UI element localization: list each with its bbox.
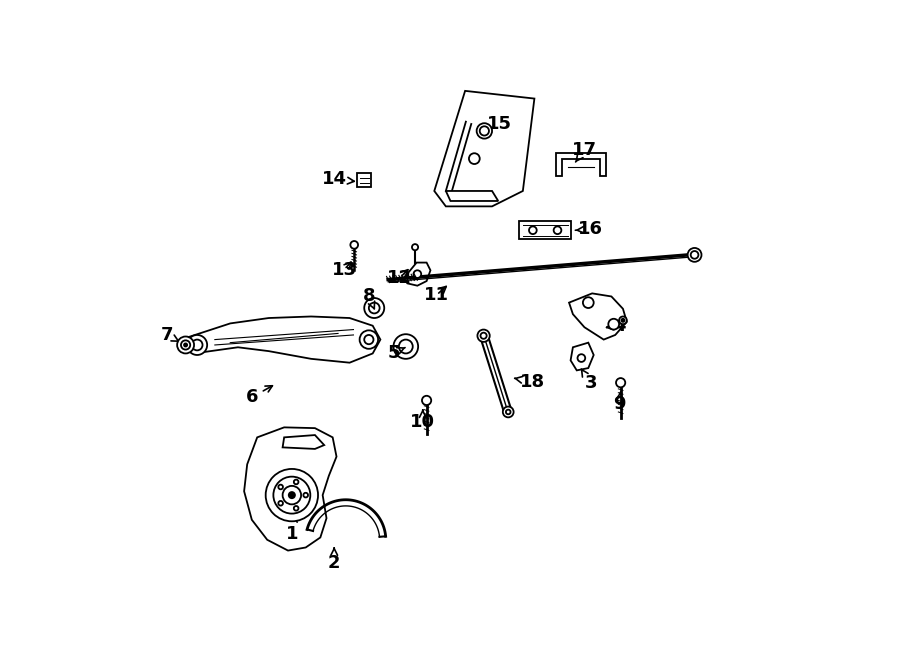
Circle shape bbox=[181, 340, 190, 350]
Circle shape bbox=[293, 506, 299, 510]
Text: 6: 6 bbox=[246, 386, 273, 407]
Text: 9: 9 bbox=[613, 392, 626, 413]
Circle shape bbox=[360, 330, 378, 349]
Circle shape bbox=[688, 248, 701, 262]
Polygon shape bbox=[188, 317, 381, 363]
Polygon shape bbox=[357, 173, 371, 187]
Circle shape bbox=[616, 378, 625, 387]
Polygon shape bbox=[283, 435, 324, 449]
Text: 18: 18 bbox=[515, 373, 545, 391]
Circle shape bbox=[399, 340, 413, 354]
Circle shape bbox=[364, 335, 373, 344]
Circle shape bbox=[422, 396, 431, 405]
Circle shape bbox=[303, 493, 308, 498]
Circle shape bbox=[480, 126, 489, 136]
Circle shape bbox=[619, 317, 626, 324]
Circle shape bbox=[477, 123, 492, 139]
Polygon shape bbox=[519, 221, 572, 239]
Circle shape bbox=[481, 332, 487, 339]
Polygon shape bbox=[446, 191, 499, 201]
Circle shape bbox=[608, 319, 619, 330]
Circle shape bbox=[578, 354, 585, 362]
Text: 17: 17 bbox=[572, 141, 597, 162]
Circle shape bbox=[184, 344, 187, 346]
Circle shape bbox=[278, 485, 283, 489]
Circle shape bbox=[293, 480, 299, 485]
Text: 12: 12 bbox=[387, 269, 412, 287]
Text: 10: 10 bbox=[410, 410, 436, 431]
Text: 3: 3 bbox=[581, 369, 597, 393]
Circle shape bbox=[177, 336, 194, 354]
Text: 4: 4 bbox=[607, 317, 625, 334]
Circle shape bbox=[506, 410, 510, 414]
Circle shape bbox=[477, 330, 490, 342]
Text: 2: 2 bbox=[328, 548, 340, 572]
Polygon shape bbox=[403, 262, 430, 286]
Circle shape bbox=[412, 244, 418, 251]
Polygon shape bbox=[244, 428, 337, 551]
Circle shape bbox=[192, 340, 202, 350]
Circle shape bbox=[529, 226, 536, 234]
Text: 7: 7 bbox=[161, 326, 179, 344]
Polygon shape bbox=[435, 91, 535, 206]
Circle shape bbox=[554, 226, 562, 234]
Circle shape bbox=[503, 407, 514, 417]
Text: 15: 15 bbox=[481, 115, 512, 133]
Text: 16: 16 bbox=[575, 221, 603, 239]
Circle shape bbox=[283, 486, 302, 504]
Circle shape bbox=[187, 335, 207, 355]
Text: 13: 13 bbox=[332, 260, 356, 278]
Circle shape bbox=[469, 153, 480, 164]
Polygon shape bbox=[556, 153, 606, 176]
Circle shape bbox=[393, 334, 419, 359]
Circle shape bbox=[690, 251, 698, 258]
Text: 1: 1 bbox=[285, 515, 298, 543]
Text: 14: 14 bbox=[321, 171, 355, 188]
Circle shape bbox=[369, 303, 380, 313]
Circle shape bbox=[621, 319, 625, 322]
Text: 8: 8 bbox=[363, 288, 375, 309]
Polygon shape bbox=[569, 293, 626, 340]
Circle shape bbox=[364, 298, 384, 318]
Circle shape bbox=[289, 492, 295, 498]
Circle shape bbox=[583, 297, 594, 308]
Polygon shape bbox=[571, 342, 594, 370]
Circle shape bbox=[278, 501, 283, 506]
Text: 5: 5 bbox=[387, 344, 405, 362]
Circle shape bbox=[413, 270, 421, 278]
Text: 11: 11 bbox=[424, 286, 449, 304]
Circle shape bbox=[266, 469, 318, 522]
Circle shape bbox=[274, 477, 310, 514]
Circle shape bbox=[350, 241, 358, 249]
